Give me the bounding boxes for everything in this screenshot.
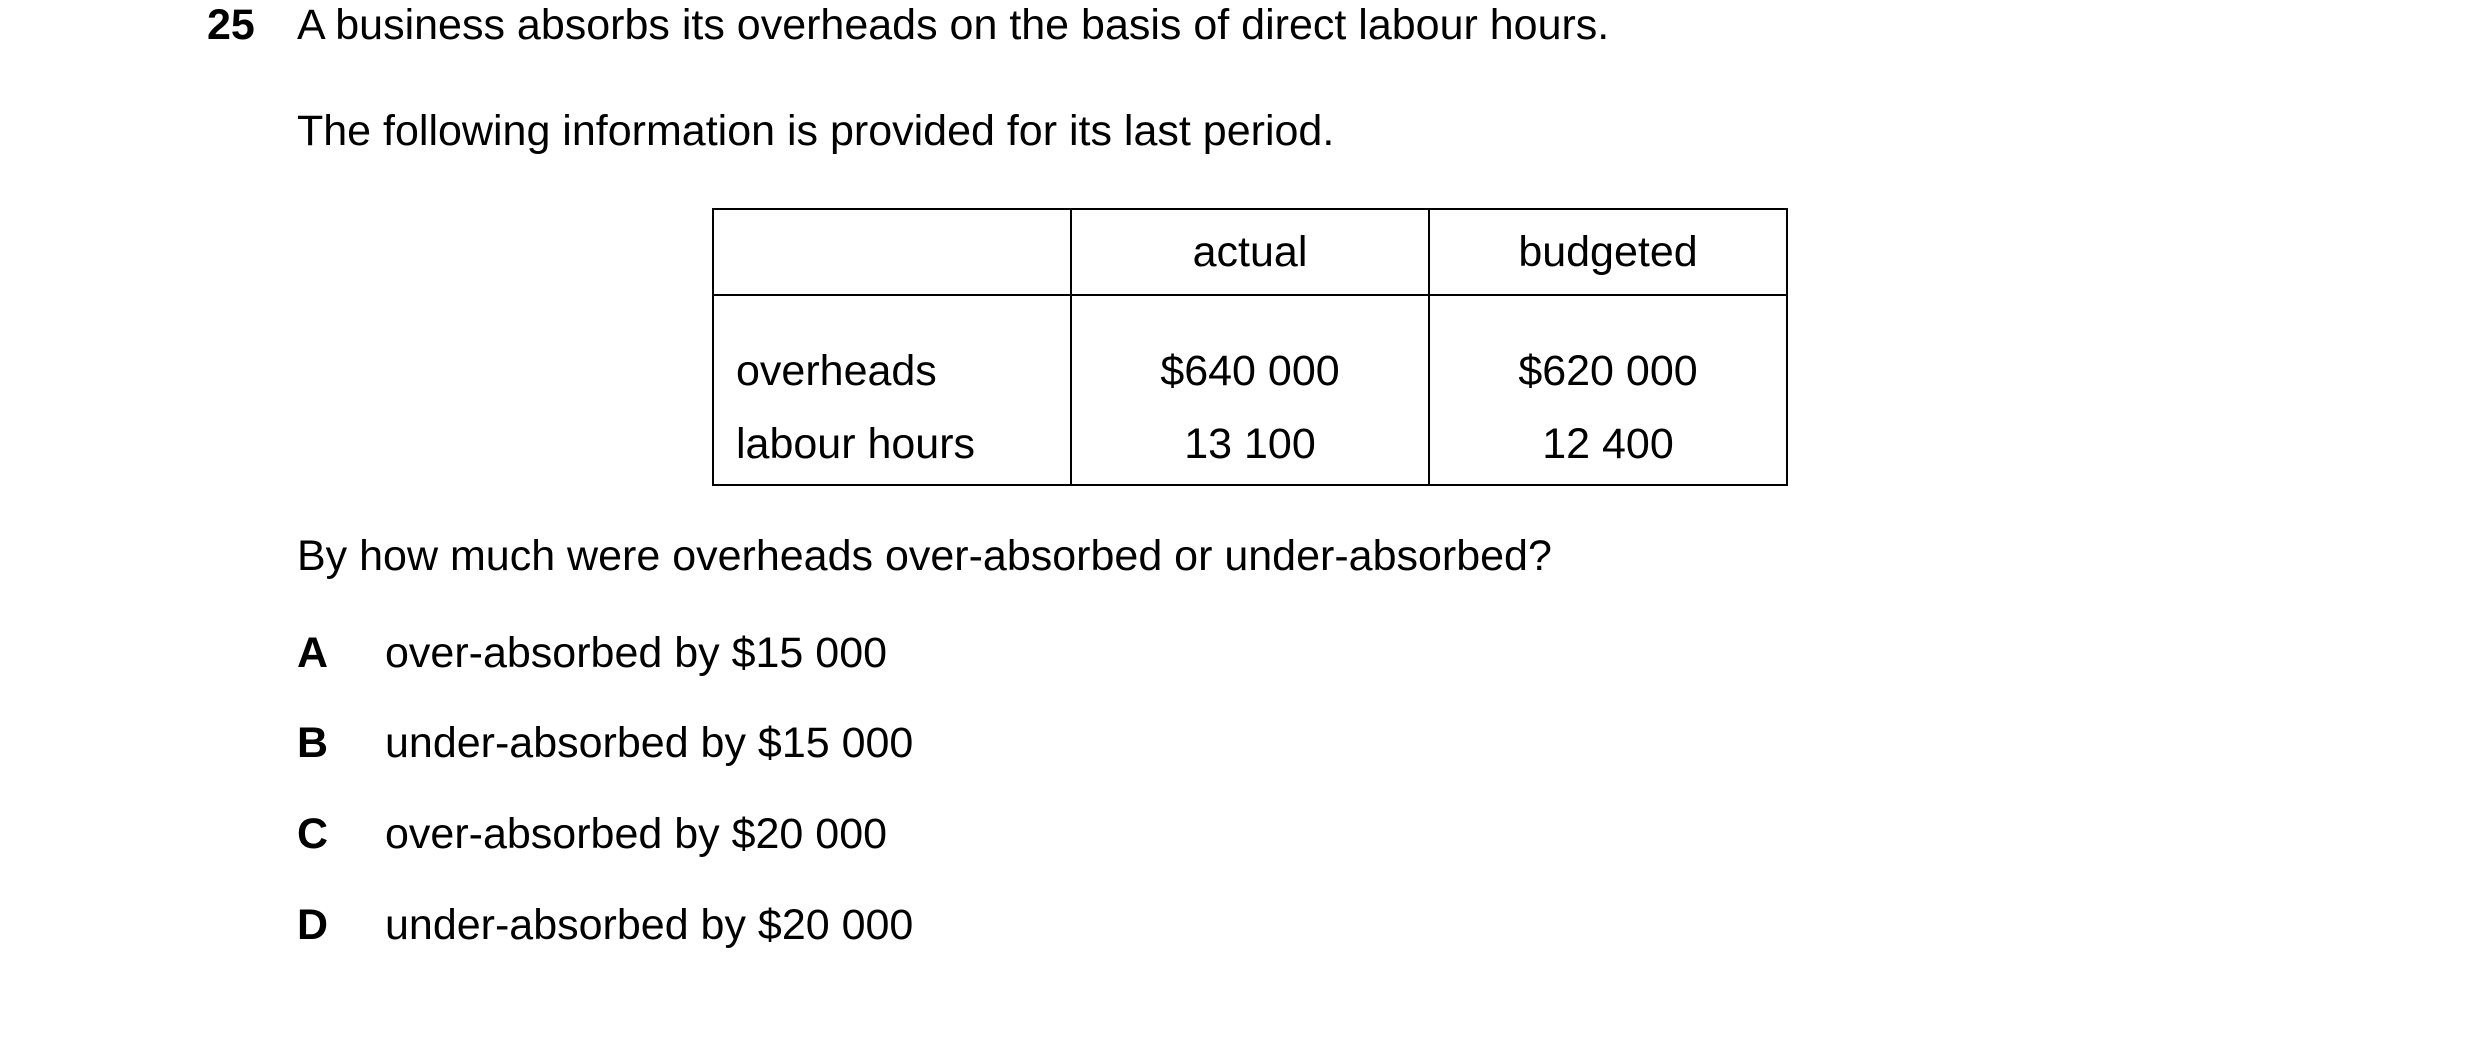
info-table: actual budgeted overheads $640 000 $620 …	[712, 208, 1788, 486]
option-text: over-absorbed by $20 000	[385, 810, 888, 858]
overheads-actual: $640 000	[1070, 295, 1430, 404]
labour-hours-budgeted: 12 400	[1428, 404, 1788, 486]
table-header-row: actual budgeted	[712, 208, 1788, 296]
question-stem: A business absorbs its overheads on the …	[297, 1, 1610, 49]
overheads-budgeted: $620 000	[1428, 295, 1788, 404]
table-row: labour hours 13 100 12 400	[712, 404, 1788, 486]
option-text: over-absorbed by $15 000	[385, 629, 888, 677]
option-letter: D	[297, 901, 329, 949]
row-label-overheads: overheads	[712, 295, 1072, 404]
option-text: under-absorbed by $15 000	[385, 719, 914, 767]
option-letter: C	[297, 810, 329, 858]
labour-hours-actual: 13 100	[1070, 404, 1430, 486]
table-header-actual: actual	[1070, 208, 1430, 296]
table-header-budgeted: budgeted	[1428, 208, 1788, 296]
option-text: under-absorbed by $20 000	[385, 901, 914, 949]
option-letter: A	[297, 629, 329, 677]
question-intro: The following information is provided fo…	[297, 107, 1335, 155]
option-letter: B	[297, 719, 329, 767]
row-label-labour-hours: labour hours	[712, 404, 1072, 486]
question-number: 25	[207, 1, 255, 49]
table-header-empty	[712, 208, 1072, 296]
question-prompt: By how much were overheads over-absorbed…	[297, 532, 1552, 580]
table-row: overheads $640 000 $620 000	[712, 295, 1788, 404]
